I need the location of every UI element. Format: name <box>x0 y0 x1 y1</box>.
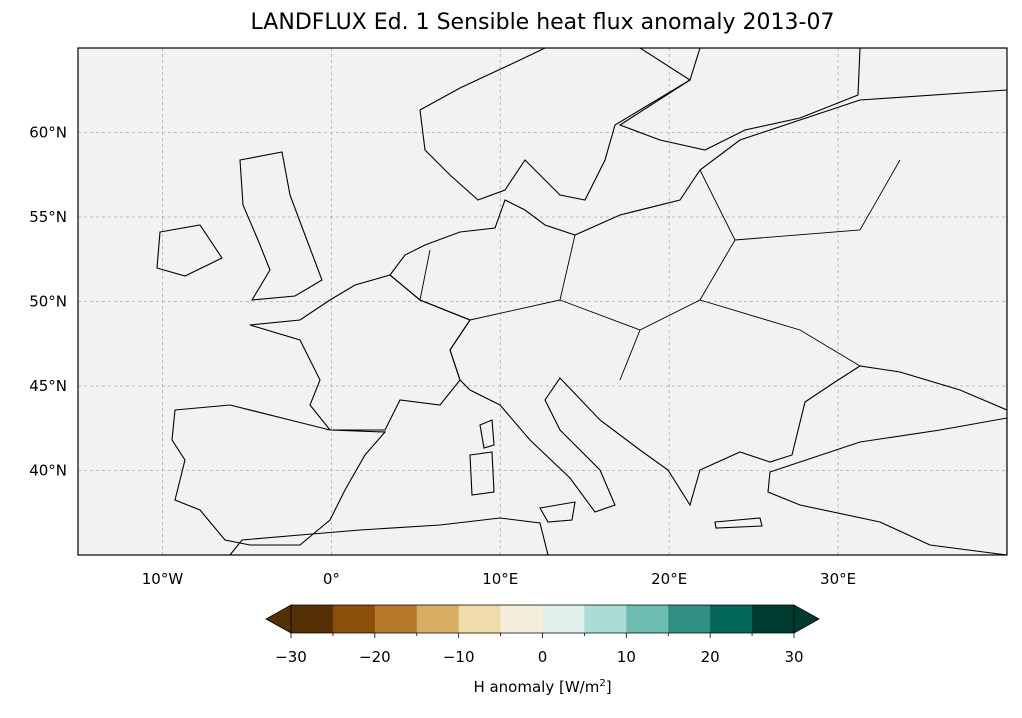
country-border <box>734 159 901 241</box>
colorbar-tick-label: −10 <box>443 648 475 666</box>
country-border <box>619 329 641 381</box>
country-border <box>419 249 431 301</box>
lat-tick-label: 50°N <box>29 293 67 311</box>
colorbar-label: H anomaly [W/m2] <box>0 678 1022 696</box>
colorbar-tick-label: 20 <box>701 648 720 666</box>
coastline-sicily <box>539 501 576 523</box>
lat-tick-label: 45°N <box>29 377 67 395</box>
colorbar-swatch <box>542 605 585 633</box>
colorbar-swatch <box>374 605 418 633</box>
colorbar-swatch <box>500 605 543 633</box>
coastline-turkey <box>767 417 1007 555</box>
colorbar-swatch <box>416 605 460 633</box>
colorbar-label-text: H anomaly [W/m <box>473 678 600 696</box>
lon-tick-label: 10°W <box>142 570 184 588</box>
coastline-continent <box>389 89 1007 513</box>
chart-title: LANDFLUX Ed. 1 Sensible heat flux anomal… <box>250 10 835 35</box>
colorbar-swatch <box>752 605 795 633</box>
colorbar-swatch <box>291 605 334 633</box>
lat-tick-label: 40°N <box>29 462 67 480</box>
coastlines <box>156 48 1007 555</box>
coastline-corsica <box>479 419 495 449</box>
gridlines <box>78 48 1007 555</box>
colorbar-extend-max <box>793 604 820 634</box>
coastline-uk <box>239 151 323 301</box>
lat-tick-label: 60°N <box>29 124 67 142</box>
coastline-ireland <box>156 224 223 277</box>
coastline-crete <box>714 517 763 529</box>
lat-tick-label: 55°N <box>29 208 67 226</box>
coastline-africa <box>229 517 549 555</box>
coastline-scand <box>419 48 701 201</box>
colorbar-tick-label: 0 <box>538 648 548 666</box>
colorbar-swatch <box>668 605 711 633</box>
colorbar-swatch <box>332 605 376 633</box>
colorbar-swatch <box>584 605 627 633</box>
colorbar-label-sup: 2 <box>599 678 606 689</box>
colorbar-swatch <box>458 605 502 633</box>
lon-tick-label: 0° <box>323 570 340 588</box>
country-border <box>699 299 861 367</box>
map-frame <box>77 47 1008 556</box>
colorbar-tick-label: −20 <box>359 648 391 666</box>
lon-tick-label: 30°E <box>820 570 856 588</box>
coastline-finland <box>618 48 861 151</box>
colorbar-tick-label: −30 <box>275 648 307 666</box>
coastline-sardinia <box>469 451 495 496</box>
colorbar: −30 −20 −10 0 10 20 30 <box>265 604 820 666</box>
colorbar-tick-label: 30 <box>784 648 803 666</box>
colorbar-swatch <box>710 605 753 633</box>
colorbar-swatch <box>626 605 669 633</box>
colorbar-tick-label: 10 <box>617 648 636 666</box>
lon-tick-label: 10°E <box>482 570 518 588</box>
coastline-iberia <box>171 404 387 546</box>
lon-tick-label: 20°E <box>651 570 687 588</box>
colorbar-extend-min <box>265 604 292 634</box>
colorbar-label-end: ] <box>605 678 612 696</box>
